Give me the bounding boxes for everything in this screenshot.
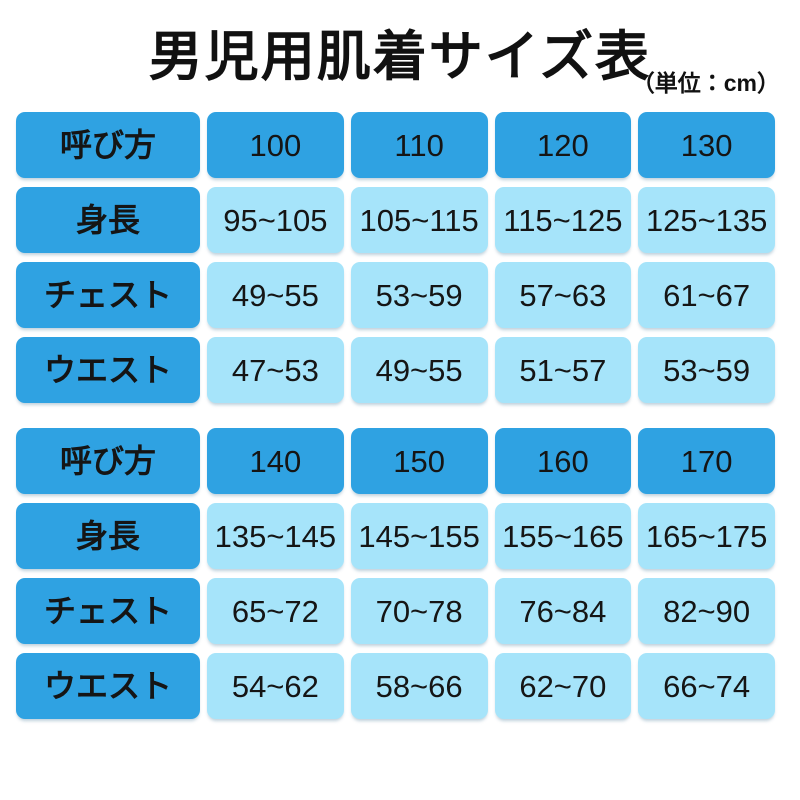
value-cell: 165~175 [638, 503, 775, 569]
value-cell: 125~135 [638, 187, 775, 253]
row-label-cell: ウエスト [16, 337, 200, 403]
unit-note: （単位：cm） [631, 70, 780, 96]
value-cell: 82~90 [638, 578, 775, 644]
value-cell: 135~145 [207, 503, 344, 569]
value-cell: 61~67 [638, 262, 775, 328]
row-label-cell: 呼び方 [16, 112, 200, 178]
page-title: 男児用肌着サイズ表 [148, 27, 652, 87]
value-cell: 49~55 [207, 262, 344, 328]
value-cell: 53~59 [638, 337, 775, 403]
chart-header: 男児用肌着サイズ表 （単位：cm） [0, 0, 800, 112]
value-cell: 76~84 [494, 578, 632, 644]
size-header-cell: 110 [350, 112, 488, 178]
value-cell: 57~63 [494, 262, 632, 328]
size-header-cell: 100 [207, 112, 344, 178]
row-label-cell: チェスト [16, 262, 200, 328]
size-header-cell: 150 [350, 428, 488, 494]
value-cell: 47~53 [207, 337, 344, 403]
size-header-cell: 170 [638, 428, 775, 494]
size-header-cell: 140 [207, 428, 344, 494]
value-cell: 95~105 [207, 187, 344, 253]
value-cell: 51~57 [494, 337, 632, 403]
size-table-section-2: 呼び方 140 150 160 170 身長 135~145 145~155 1… [16, 428, 775, 719]
value-cell: 53~59 [350, 262, 488, 328]
value-cell: 70~78 [350, 578, 488, 644]
size-table-section-1: 呼び方 100 110 120 130 身長 95~105 105~115 11… [16, 112, 775, 403]
value-cell: 65~72 [207, 578, 344, 644]
row-label-cell: チェスト [16, 578, 200, 644]
value-cell: 62~70 [494, 653, 632, 719]
row-label-cell: 身長 [16, 187, 200, 253]
value-cell: 115~125 [494, 187, 632, 253]
row-label-cell: 身長 [16, 503, 200, 569]
value-cell: 54~62 [207, 653, 344, 719]
value-cell: 58~66 [350, 653, 488, 719]
size-header-cell: 160 [494, 428, 632, 494]
value-cell: 145~155 [350, 503, 488, 569]
row-label-cell: 呼び方 [16, 428, 200, 494]
value-cell: 105~115 [350, 187, 488, 253]
value-cell: 66~74 [638, 653, 775, 719]
row-label-cell: ウエスト [16, 653, 200, 719]
size-header-cell: 120 [494, 112, 632, 178]
value-cell: 155~165 [494, 503, 632, 569]
size-header-cell: 130 [638, 112, 775, 178]
value-cell: 49~55 [350, 337, 488, 403]
